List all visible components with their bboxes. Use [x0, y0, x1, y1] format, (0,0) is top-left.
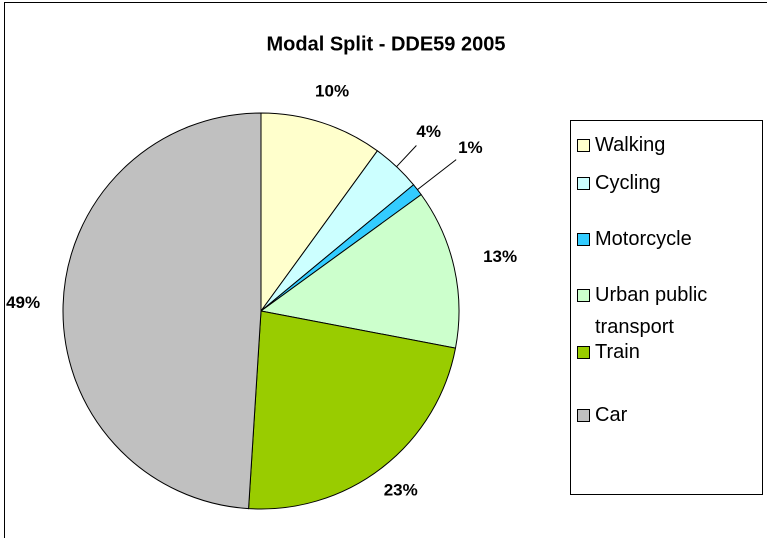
legend-item: Car	[577, 399, 757, 431]
legend-swatch	[577, 409, 590, 422]
data-label: 49%	[6, 293, 40, 312]
legend-swatch	[577, 346, 590, 359]
leader-line	[417, 159, 457, 191]
legend-label: Cycling	[595, 172, 661, 194]
legend-item: Walking	[577, 129, 757, 161]
legend-item: Train	[577, 336, 757, 368]
pie-slice	[259, 193, 460, 349]
legend-label: Urban public transport	[595, 284, 708, 338]
legend-swatch	[577, 233, 590, 246]
pie-slice	[62, 112, 262, 510]
data-label: 4%	[416, 122, 441, 141]
data-label: 23%	[384, 481, 418, 500]
data-label: 13%	[483, 247, 517, 266]
legend-item: Urban public transport	[577, 279, 757, 343]
chart-border	[4, 2, 767, 538]
pie-slice	[248, 310, 457, 510]
legend-item: Motorcycle	[577, 223, 757, 255]
legend-label: Walking	[595, 134, 666, 156]
legend-swatch	[577, 177, 590, 190]
legend-swatch	[577, 289, 590, 302]
legend-label: Car	[595, 404, 628, 426]
data-label: 10%	[315, 82, 349, 101]
chart-title: Modal Split - DDE59 2005	[267, 33, 506, 55]
leader-line	[396, 145, 417, 168]
legend-swatch	[577, 139, 590, 152]
legend-label: Motorcycle	[595, 228, 692, 250]
data-label: 1%	[458, 138, 483, 157]
legend-label: Train	[595, 341, 640, 363]
pie-slice	[260, 112, 379, 313]
legend-item: Cycling	[577, 167, 757, 199]
legend: Walking Cycling Motorcycle Urban public tra…	[570, 120, 763, 495]
